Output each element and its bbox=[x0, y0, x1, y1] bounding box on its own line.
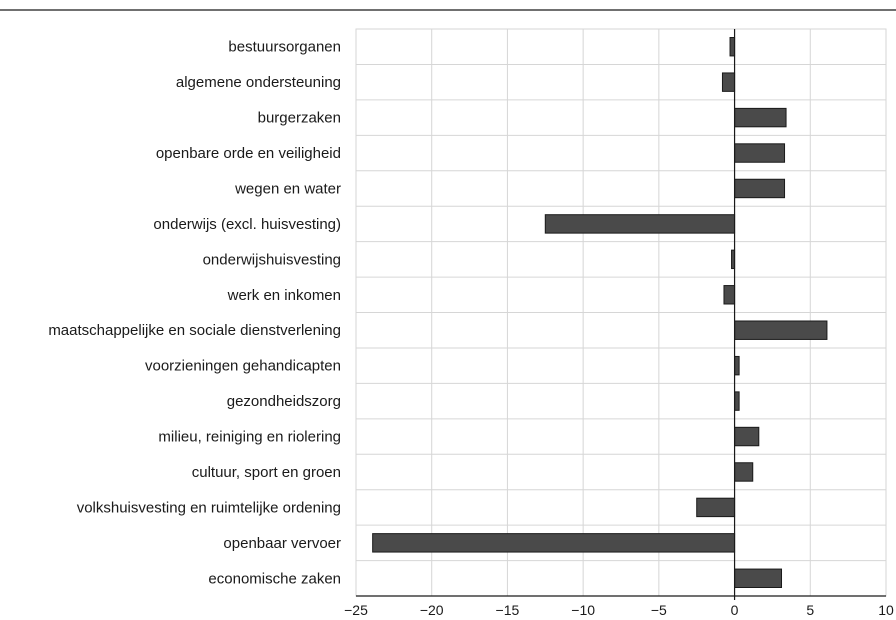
x-tick-label: 0 bbox=[731, 602, 739, 618]
bar bbox=[723, 285, 736, 305]
category-label: werk en inkomen bbox=[227, 287, 341, 304]
category-label: milieu, reiniging en riolering bbox=[158, 429, 341, 446]
bar bbox=[734, 178, 786, 199]
bar bbox=[721, 72, 736, 92]
category-label: openbare orde en veiligheid bbox=[156, 145, 341, 162]
x-tick-label: −25 bbox=[344, 602, 368, 618]
category-label: voorzieningen gehandicapten bbox=[145, 358, 341, 375]
category-label: onderwijshuisvesting bbox=[203, 251, 341, 268]
x-tick-label: 10 bbox=[878, 602, 894, 618]
category-label: cultuur, sport en groen bbox=[192, 464, 341, 481]
bar bbox=[734, 391, 740, 411]
x-tick-label: −10 bbox=[571, 602, 595, 618]
bar bbox=[734, 426, 760, 447]
x-tick-labels: −25 −20 −15 −10 −5 0 5 10 bbox=[344, 602, 894, 618]
category-label: volkshuisvesting en ruimtelijke ordening bbox=[77, 499, 341, 516]
bar bbox=[734, 355, 740, 376]
category-label: economische zaken bbox=[208, 570, 341, 587]
x-tick-label: 5 bbox=[806, 602, 814, 618]
x-tick-label: −20 bbox=[420, 602, 444, 618]
category-label: bestuursorganen bbox=[228, 39, 341, 56]
grid-layer bbox=[355, 28, 887, 597]
category-label: algemene ondersteuning bbox=[176, 74, 341, 91]
bar bbox=[544, 214, 736, 234]
x-tick-label: −5 bbox=[651, 602, 667, 618]
bar-layer bbox=[356, 29, 886, 600]
category-label: maatschappelijke en sociale dienstverlen… bbox=[48, 322, 341, 339]
category-label: gezondheidszorg bbox=[227, 393, 341, 410]
category-label: openbaar vervoer bbox=[223, 535, 341, 552]
bar bbox=[734, 462, 754, 482]
bar bbox=[734, 568, 783, 588]
bar bbox=[734, 143, 786, 163]
bar bbox=[734, 320, 828, 340]
bar bbox=[696, 497, 736, 518]
bar bbox=[734, 107, 787, 128]
x-tick-label: −15 bbox=[496, 602, 520, 618]
category-label: wegen en water bbox=[234, 180, 341, 197]
category-label: onderwijs (excl. huisvesting) bbox=[153, 216, 341, 233]
bar bbox=[372, 533, 736, 553]
category-labels: bestuursorganen algemene ondersteuning bur… bbox=[48, 39, 341, 588]
bar bbox=[729, 37, 736, 57]
category-label: burgerzaken bbox=[258, 110, 341, 127]
